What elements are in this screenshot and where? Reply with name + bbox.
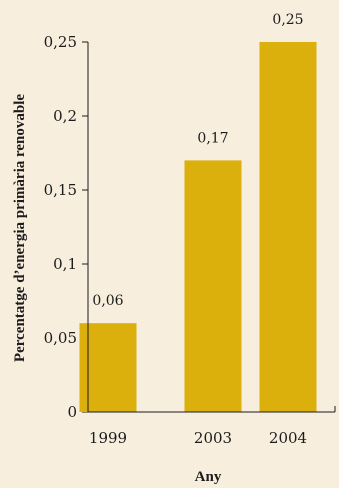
y-axis-title: Percentatge d’energia primària renovable [12,94,28,362]
x-axis-ticks: 1999 2003 2004 [89,429,307,447]
y-tick-label: 0 [67,403,77,421]
x-axis-title: Any [195,469,222,485]
y-tick-label: 0,15 [44,181,77,199]
data-label-1999: 0,06 [92,293,123,309]
bar-1999 [79,323,137,412]
bar-2003 [184,160,242,412]
y-axis-ticks: 0 0,05 0,1 0,15 0,2 0,25 [44,33,336,421]
x-tick-label: 2004 [269,429,307,447]
y-tick-label: 0,25 [44,33,77,51]
y-tick-label: 0,05 [44,329,77,347]
data-label-2004: 0,25 [272,12,303,28]
bars [79,42,317,412]
y-tick-label: 0,1 [53,255,77,273]
data-labels: 0,06 0,17 0,25 [92,12,303,309]
x-tick-label: 1999 [89,429,127,447]
y-tick-label: 0,2 [53,107,77,125]
data-label-2003: 0,17 [197,130,228,146]
bar-2004 [259,42,317,412]
x-tick-label: 2003 [194,429,232,447]
